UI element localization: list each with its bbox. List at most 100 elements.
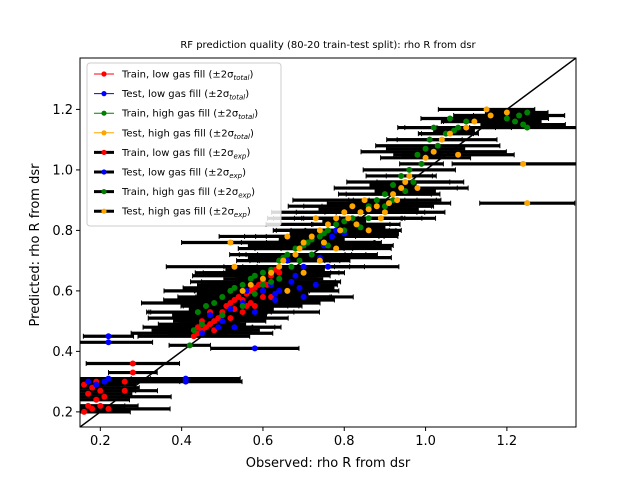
data-point: [434, 142, 441, 149]
data-point: [520, 160, 527, 167]
data-point: [296, 245, 303, 252]
data-point: [190, 327, 197, 334]
data-point: [239, 309, 246, 316]
data-point: [373, 203, 380, 210]
data-point: [280, 257, 287, 264]
y-tick-label: 0.8: [52, 224, 73, 239]
data-point: [300, 239, 307, 246]
data-point: [361, 197, 368, 204]
data-point: [455, 124, 462, 131]
data-point: [430, 148, 437, 155]
data-point: [325, 227, 331, 234]
data-point: [385, 200, 392, 207]
legend-label: Train, low gas fill (±2σexp): [121, 148, 250, 161]
data-point: [316, 227, 323, 234]
legend-marker: [101, 130, 107, 136]
chart-title: RF prediction quality (80-20 train-test …: [180, 40, 476, 51]
data-point: [288, 263, 295, 270]
data-point: [231, 324, 238, 331]
data-point: [239, 281, 246, 288]
data-point: [337, 227, 344, 234]
y-tick-label: 0.6: [52, 284, 73, 299]
data-point: [259, 293, 266, 300]
data-point: [198, 330, 205, 337]
legend-marker: [101, 91, 107, 97]
data-point: [259, 269, 266, 276]
x-tick-label: 0.6: [253, 434, 274, 449]
data-point: [524, 109, 531, 116]
data-point: [198, 321, 205, 328]
x-tick-label: 0.4: [171, 434, 192, 449]
data-point: [259, 287, 266, 294]
x-tick-label: 0.2: [90, 434, 111, 449]
data-point: [357, 209, 364, 216]
data-point: [276, 269, 283, 276]
data-point: [251, 290, 258, 297]
identity-line: [80, 58, 576, 427]
legend: Train, low gas fill (±2σtotal) Test, low …: [86, 62, 282, 227]
data-point: [365, 206, 372, 213]
data-point: [463, 124, 470, 131]
y-tick-label: 0.4: [52, 345, 73, 360]
data-point: [276, 263, 283, 270]
legend-entry: Test, high gas fill (±2σexp): [94, 207, 251, 219]
data-point: [333, 221, 340, 228]
data-point: [268, 278, 275, 285]
data-point: [446, 130, 453, 137]
data-point: [239, 287, 246, 294]
data-point: [381, 191, 388, 198]
data-point: [276, 275, 283, 282]
data-point: [503, 115, 510, 122]
data-point: [219, 312, 226, 319]
data-point: [300, 269, 307, 276]
data-point: [312, 281, 319, 288]
data-point: [308, 251, 315, 258]
data-point: [471, 118, 478, 125]
data-point: [93, 381, 100, 388]
data-point: [121, 387, 128, 394]
data-point: [227, 239, 234, 246]
data-point: [373, 197, 380, 204]
data-point: [227, 306, 234, 313]
data-point: [227, 315, 234, 322]
data-point: [215, 324, 222, 331]
data-point: [296, 284, 303, 291]
data-point: [320, 239, 327, 246]
axes: 0.2 0.4 0.6 0.8 1.0 1.2 0.2 0.4 0.6 0.8 1.0 1.2: [52, 57, 577, 449]
data-point: [390, 182, 397, 189]
data-point: [105, 333, 112, 340]
data-point: [300, 293, 307, 300]
plot-area: [80, 58, 576, 427]
data-point: [231, 284, 238, 291]
legend-entry: Train, low gas fill (±2σtotal): [94, 70, 254, 82]
data-point: [398, 185, 405, 192]
data-point: [203, 303, 210, 310]
data-point: [414, 185, 421, 192]
data-point: [353, 221, 360, 228]
data-point: [194, 309, 201, 316]
data-point: [284, 251, 291, 258]
data-point: [414, 151, 421, 158]
legend-label: Test, low gas fill (±2σtotal): [121, 89, 249, 102]
data-point: [418, 160, 425, 167]
data-point: [259, 281, 266, 288]
plot-frame: [79, 57, 577, 428]
legend-entry: Test, low gas fill (±2σtotal): [94, 89, 249, 102]
data-point: [345, 215, 352, 222]
x-tick-label: 1.2: [497, 434, 518, 449]
x-tick-label: 0.8: [334, 434, 355, 449]
data-point: [211, 299, 218, 306]
legend-marker: [101, 149, 107, 155]
data-point: [182, 375, 189, 382]
x-tick-label: 1.0: [415, 434, 436, 449]
y-tick-label: 1.0: [52, 163, 73, 178]
data-point: [292, 251, 299, 258]
x-axis-label: Observed: rho R from dsr: [246, 456, 411, 471]
data-point: [247, 281, 254, 288]
data-point: [316, 257, 323, 264]
data-point: [406, 166, 413, 173]
data-point: [365, 227, 372, 234]
legend-marker: [101, 208, 107, 214]
data-point: [377, 215, 384, 222]
data-point: [85, 378, 92, 385]
